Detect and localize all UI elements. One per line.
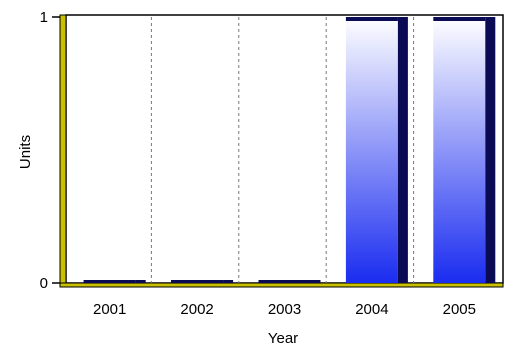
x-tick-labels: 2001 2002 2003 2004 2005 xyxy=(93,301,476,318)
bar-2004 xyxy=(345,17,408,283)
x-tick-label: 2003 xyxy=(268,301,301,318)
y-axis-title: Units xyxy=(17,135,34,169)
plot-area xyxy=(65,14,504,284)
x-tick-label: 2002 xyxy=(180,301,213,318)
bars xyxy=(83,17,496,283)
y-tick-label: 1 xyxy=(40,9,48,26)
x-tick-label: 2001 xyxy=(93,301,126,318)
bar-2003 xyxy=(258,280,321,283)
bar-2001 xyxy=(83,280,146,283)
bar-2005 xyxy=(433,17,496,283)
left-wall xyxy=(59,14,67,288)
x-axis-title: Year xyxy=(268,330,298,347)
floor xyxy=(59,282,504,288)
y-tick-label: 0 xyxy=(40,275,48,292)
x-tick-label: 2004 xyxy=(355,301,388,318)
x-tick-label: 2005 xyxy=(443,301,476,318)
y-tick-labels: 01 xyxy=(40,9,60,292)
grid-lines xyxy=(150,17,415,283)
bar-2002 xyxy=(171,280,234,283)
